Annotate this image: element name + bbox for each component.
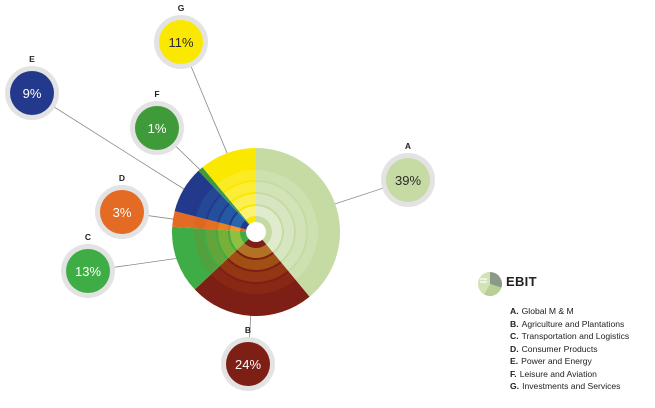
callout-d: 3% D [95, 173, 149, 239]
ring-segment [218, 229, 236, 259]
callout-disc [386, 158, 430, 202]
callout-disc [159, 20, 203, 64]
ring-segment [239, 206, 256, 220]
callout-disc [135, 106, 179, 150]
callout-bubbles: 39% A 24% B 13% C 3% D 9% E 1% F 11% G [5, 3, 435, 391]
ring-segment [216, 170, 256, 192]
ring-segment [230, 230, 245, 250]
callout-key: F [154, 89, 159, 99]
legend-key: B. [510, 318, 519, 329]
legend-title: EBIT [506, 274, 537, 289]
callout-value: 11% [168, 35, 193, 50]
legend-key: A. [510, 306, 519, 316]
ring-segment [221, 193, 231, 203]
legend-list: A. Global M & M B. Agriculture and Plantat… [510, 305, 629, 393]
ring-segment [256, 170, 318, 280]
slice-e [174, 170, 256, 232]
ring-segment [206, 228, 227, 267]
legend-label: Agriculture and Plantations [521, 318, 625, 329]
ring-segment [218, 222, 229, 231]
legend-key: D. [510, 343, 519, 354]
ring-segment [195, 186, 221, 220]
callout-key: D [119, 173, 125, 183]
legend-label: Transportation and Logistics [521, 331, 630, 341]
ring-segment [231, 194, 256, 211]
callout-f: 1% F [130, 89, 184, 155]
callout-value: 1% [148, 121, 167, 136]
slice-f [198, 167, 256, 232]
ring-segment [237, 242, 273, 259]
ring-segment [213, 184, 223, 195]
ring-segment [256, 205, 283, 253]
pie-center-hole [246, 222, 266, 242]
ring-segment [256, 181, 306, 271]
ring-segment [194, 228, 219, 275]
ring-segment [224, 182, 256, 202]
callout-value: 13% [75, 264, 101, 279]
ring-segment [230, 213, 246, 229]
slice-d [172, 211, 256, 232]
legend-label: Power and Energy [521, 356, 592, 366]
callout-value: 24% [235, 357, 261, 372]
callout-disc [226, 342, 270, 386]
slice-a [256, 148, 340, 297]
legend-item-c: C. Transportation and Logistics [510, 330, 629, 343]
slice-b [194, 232, 310, 316]
ring-segment [206, 219, 218, 230]
ring-segment [229, 202, 239, 212]
callout-key: G [178, 3, 185, 13]
callout-value: 39% [395, 173, 421, 188]
legend-item-a: A. Global M & M [510, 305, 629, 318]
ring-segment [219, 204, 237, 226]
pie-chart-icon [477, 272, 502, 296]
callout-key: A [405, 141, 411, 151]
legend-label: Leisure and Aviation [519, 368, 597, 379]
slice-g [202, 148, 256, 232]
callout-key: C [85, 232, 91, 242]
legend-item-g: G. Investments and Services [510, 380, 629, 393]
legend-label: Investments and Services [522, 381, 621, 391]
callout-g: 11% G [154, 3, 208, 69]
callout-c: 13% C [61, 232, 115, 298]
pie-slices [172, 148, 340, 316]
ring-segment [207, 195, 229, 223]
ring-segment [256, 194, 294, 262]
legend-item-f: F. Leisure and Aviation [510, 368, 629, 381]
legend-item-d: D. Consumer Products [510, 343, 629, 356]
inner-rings [194, 170, 318, 295]
callout-b: 24% B [221, 325, 275, 391]
callout-value: 3% [113, 205, 132, 220]
ring-segment [230, 225, 241, 231]
legend-item-b: B. Agriculture and Plantations [510, 318, 629, 331]
legend-key: G. [510, 381, 520, 391]
ring-segment [228, 251, 281, 270]
ring-segment [219, 259, 288, 282]
legend-key: F. [510, 368, 517, 379]
legend-label: Global M & M [521, 306, 574, 316]
callout-key: E [29, 54, 35, 64]
legend-item-e: E. Power and Energy [510, 355, 629, 368]
leader-line-e [31, 92, 193, 195]
callout-value: 9% [23, 86, 42, 101]
slice-c [172, 226, 256, 290]
callout-a: 39% A [381, 141, 435, 207]
ring-segment [238, 211, 246, 221]
callout-disc [100, 190, 144, 234]
ring-segment [194, 216, 206, 229]
legend-key: E. [510, 356, 519, 366]
legend-label: Consumer Products [521, 343, 598, 354]
callout-key: B [245, 325, 251, 335]
callout-e: 9% E [5, 54, 59, 120]
legend-key: C. [510, 331, 519, 341]
leader-lines [31, 41, 409, 365]
ring-segment [210, 267, 296, 295]
callout-disc [10, 71, 54, 115]
callout-disc [66, 249, 110, 293]
